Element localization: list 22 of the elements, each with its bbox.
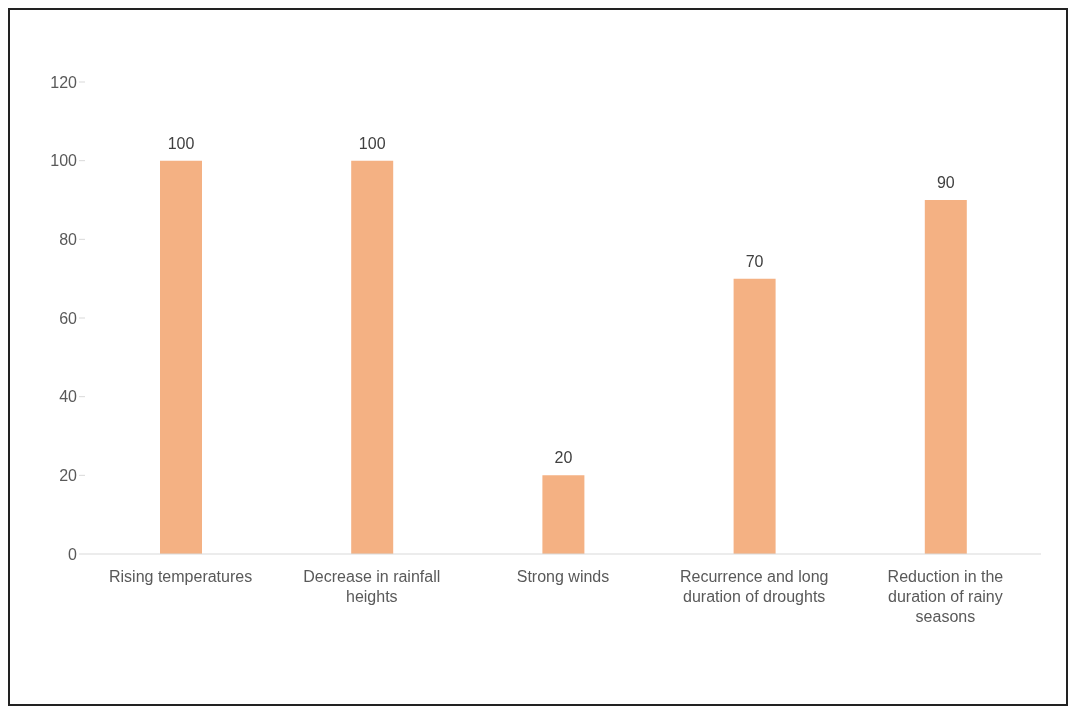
data-label: 90: [936, 174, 955, 191]
bar: [924, 200, 967, 554]
y-tick-label: 20: [59, 467, 78, 485]
x-tick-label: Strong winds: [516, 568, 610, 585]
y-tick-label: 40: [59, 388, 78, 406]
data-label: 100: [167, 134, 195, 152]
y-tick-label: 120: [50, 73, 78, 91]
bar: [733, 278, 776, 554]
data-label: 100: [358, 134, 386, 152]
y-tick-label: 60: [59, 309, 78, 327]
x-tick-label: Reduction in the duration of rainy seasons: [887, 568, 1004, 625]
y-tick-label: 0: [68, 545, 78, 563]
y-tick-label: 80: [59, 231, 78, 249]
bar: [160, 160, 202, 554]
x-tick-label: Recurrence and long duration of droughts: [679, 568, 829, 605]
bar: [542, 475, 585, 554]
y-tick-label: 100: [50, 152, 78, 170]
bar: [351, 160, 394, 554]
data-label: 20: [554, 449, 573, 467]
data-label: 70: [745, 252, 764, 270]
x-tick-label: Decrease in rainfall heights: [303, 568, 441, 605]
x-tick-label: Rising temperatures: [109, 568, 253, 585]
